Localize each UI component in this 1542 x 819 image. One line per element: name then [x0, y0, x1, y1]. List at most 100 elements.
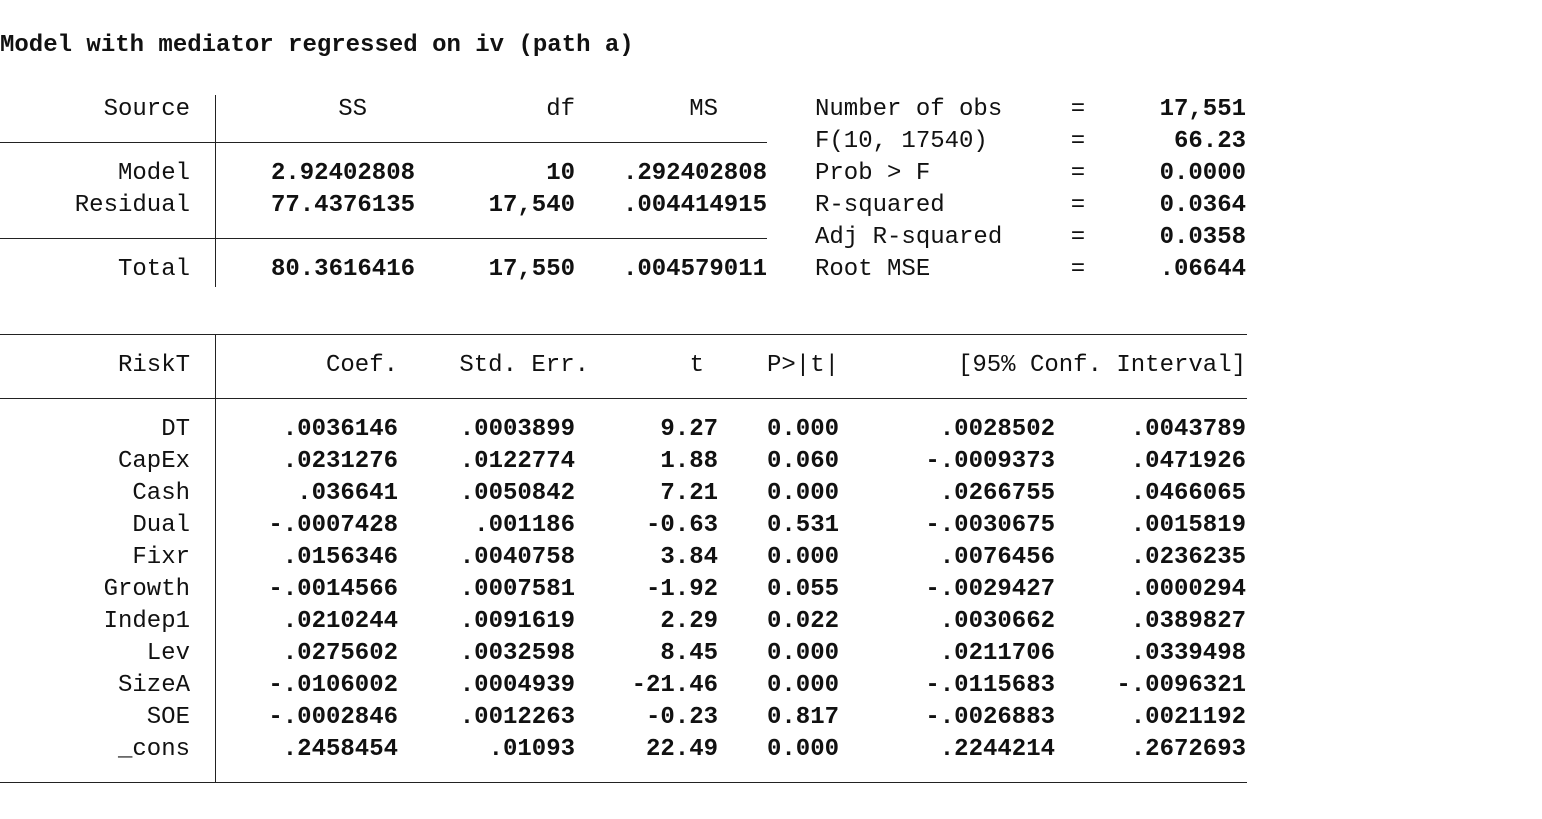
coef-row-coef: -.0106002	[268, 672, 398, 699]
page-title: Model with mediator regressed on iv (pat…	[0, 32, 634, 59]
coef-row-var: Indep1	[103, 608, 190, 635]
coef-header-se: Std. Err.	[459, 352, 589, 379]
coef-row-ci-low: .0211706	[939, 640, 1055, 667]
coef-row-p: 0.022	[767, 608, 840, 635]
coef-row-coef: -.0007428	[268, 512, 398, 539]
coef-row-var: _cons	[117, 736, 190, 763]
anova-header-df: df	[546, 96, 575, 123]
stat-label: Number of obs	[815, 96, 1003, 123]
coef-row-ci-high: .0021192	[1130, 704, 1246, 731]
coef-row-var: CapEx	[117, 448, 190, 475]
coef-row-p: 0.000	[767, 480, 840, 507]
coef-row-ci-high: .0471926	[1130, 448, 1246, 475]
coef-row-t: 2.29	[660, 608, 718, 635]
stat-value: .06644	[1159, 256, 1246, 283]
anova-row-total-ms: .004579011	[622, 256, 767, 283]
anova-row-model-ms: .292402808	[622, 160, 767, 187]
coef-row-p: 0.000	[767, 672, 840, 699]
coef-row-p: 0.000	[767, 736, 840, 763]
coef-row-t: 22.49	[645, 736, 718, 763]
coef-row-var: SizeA	[117, 672, 190, 699]
coef-row-var: DT	[161, 416, 190, 443]
coef-row-se: .001186	[474, 512, 575, 539]
coef-header-ci: [95% Conf. Interval]	[957, 352, 1246, 379]
coef-row-t: -0.23	[645, 704, 718, 731]
coef-vertical-rule	[215, 334, 216, 782]
coef-row-ci-low: -.0029427	[925, 576, 1055, 603]
stat-equals: =	[1070, 256, 1086, 283]
stat-label: R-squared	[815, 192, 945, 219]
coef-row-t: -0.63	[645, 512, 718, 539]
coef-row-se: .0040758	[459, 544, 575, 571]
coef-row-ci-high: .0466065	[1130, 480, 1246, 507]
anova-header-ms: MS	[689, 96, 718, 123]
coef-row-ci-high: .0236235	[1130, 544, 1246, 571]
coef-row-se: .0007581	[459, 576, 575, 603]
coef-row-se: .01093	[488, 736, 575, 763]
coef-bottom-rule	[0, 782, 1247, 783]
coef-row-ci-low: .0028502	[939, 416, 1055, 443]
coef-row-t: -1.92	[645, 576, 718, 603]
anova-header-ss: SS	[338, 96, 367, 123]
coef-row-var: Cash	[132, 480, 190, 507]
anova-row-residual-ss: 77.4376135	[270, 192, 415, 219]
coef-row-ci-low: -.0026883	[925, 704, 1055, 731]
coef-header-rule	[0, 398, 1247, 399]
anova-header-rule	[0, 142, 767, 143]
coef-row-coef: .0231276	[282, 448, 398, 475]
coef-row-var: Dual	[132, 512, 190, 539]
coef-row-var: Fixr	[132, 544, 190, 571]
coef-row-ci-low: -.0030675	[925, 512, 1055, 539]
coef-row-var: SOE	[146, 704, 190, 731]
coef-row-p: 0.817	[767, 704, 840, 731]
anova-total-rule	[0, 238, 767, 239]
coef-row-coef: .0210244	[282, 608, 398, 635]
stat-equals: =	[1070, 192, 1086, 219]
coef-header-var: RiskT	[117, 352, 190, 379]
coef-row-ci-low: .0076456	[939, 544, 1055, 571]
coef-row-se: .0032598	[459, 640, 575, 667]
anova-row-residual-df: 17,540	[488, 192, 575, 219]
coef-row-p: 0.531	[767, 512, 840, 539]
anova-row-residual-ms: .004414915	[622, 192, 767, 219]
coef-header-t: t	[689, 352, 704, 379]
coef-row-ci-high: -.0096321	[1116, 672, 1246, 699]
coef-row-p: 0.055	[767, 576, 840, 603]
stat-equals: =	[1070, 128, 1086, 155]
stat-label: Root MSE	[815, 256, 931, 283]
coef-row-ci-low: .0266755	[939, 480, 1055, 507]
stat-label: Adj R-squared	[815, 224, 1003, 251]
anova-row-model-source: Model	[117, 160, 190, 187]
coef-row-se: .0122774	[459, 448, 575, 475]
coef-row-ci-high: .0015819	[1130, 512, 1246, 539]
coef-top-rule	[0, 334, 1247, 335]
coef-row-coef: -.0014566	[268, 576, 398, 603]
coef-row-coef: .036641	[297, 480, 398, 507]
coef-header-p: P>|t|	[767, 352, 840, 379]
coef-row-coef: -.0002846	[268, 704, 398, 731]
coef-row-ci-low: -.0115683	[925, 672, 1055, 699]
stat-label: Prob > F	[815, 160, 931, 187]
stat-equals: =	[1070, 96, 1086, 123]
stat-value: 0.0000	[1159, 160, 1246, 187]
coef-row-se: .0003899	[459, 416, 575, 443]
anova-row-total-df: 17,550	[488, 256, 575, 283]
coef-row-se: .0050842	[459, 480, 575, 507]
coef-row-ci-high: .2672693	[1130, 736, 1246, 763]
coef-row-p: 0.000	[767, 416, 840, 443]
anova-row-model-df: 10	[546, 160, 575, 187]
coef-row-t: 9.27	[660, 416, 718, 443]
anova-row-total-source: Total	[117, 256, 190, 283]
coef-row-ci-high: .0389827	[1130, 608, 1246, 635]
anova-row-residual-source: Residual	[74, 192, 190, 219]
coef-row-ci-high: .0000294	[1130, 576, 1246, 603]
coef-row-t: -21.46	[631, 672, 718, 699]
coef-row-p: 0.000	[767, 640, 840, 667]
coef-row-ci-low: -.0009373	[925, 448, 1055, 475]
stat-equals: =	[1070, 160, 1086, 187]
stat-value: 66.23	[1173, 128, 1246, 155]
coef-row-coef: .0036146	[282, 416, 398, 443]
stat-value: 0.0358	[1159, 224, 1246, 251]
coef-row-ci-high: .0339498	[1130, 640, 1246, 667]
coef-row-se: .0004939	[459, 672, 575, 699]
